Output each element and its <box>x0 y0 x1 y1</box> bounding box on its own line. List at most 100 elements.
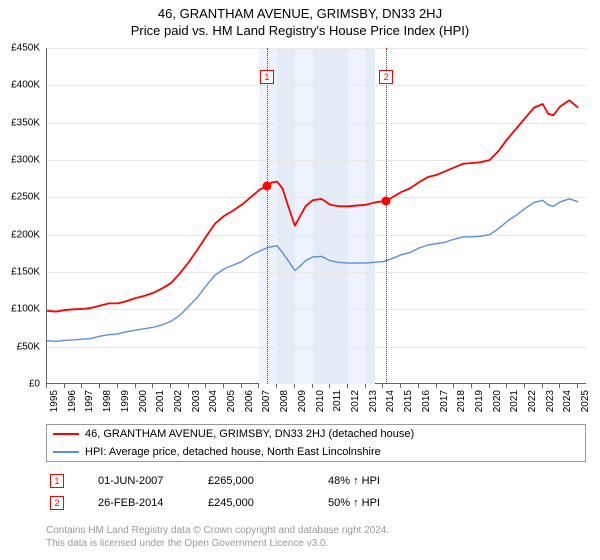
sale-delta: 50% ↑ HPI <box>328 497 448 509</box>
x-tick <box>135 384 136 388</box>
x-axis-label: 2000 <box>138 390 149 412</box>
x-axis-label: 2021 <box>509 390 520 412</box>
x-tick <box>365 384 366 388</box>
attribution-line2: This data is licensed under the Open Gov… <box>46 537 586 550</box>
series-line <box>47 100 578 311</box>
x-tick <box>506 384 507 388</box>
x-axis-label: 2003 <box>191 390 202 412</box>
sale-date: 01-JUN-2007 <box>68 475 208 487</box>
sale-point <box>382 197 391 206</box>
x-axis-label: 2020 <box>492 390 503 412</box>
x-axis-label: 2004 <box>208 390 219 412</box>
y-axis-label: £400K <box>11 80 40 91</box>
sale-price: £245,000 <box>208 497 328 509</box>
x-tick <box>276 384 277 388</box>
legend-item: 46, GRANTHAM AVENUE, GRIMSBY, DN33 2HJ (… <box>47 425 585 443</box>
y-axis-label: £100K <box>11 304 40 315</box>
sale-marker-box: 1 <box>260 70 274 84</box>
y-axis-label: £150K <box>11 267 40 278</box>
series-line <box>47 199 578 342</box>
attribution-line1: Contains HM Land Registry data © Crown c… <box>46 524 586 537</box>
x-tick <box>471 384 472 388</box>
sale-row: 1 01-JUN-2007£265,00048% ↑ HPI <box>46 470 586 492</box>
x-tick <box>294 384 295 388</box>
x-tick <box>347 384 348 388</box>
x-tick <box>188 384 189 388</box>
sale-point <box>262 182 271 191</box>
x-tick <box>453 384 454 388</box>
y-axis-label: £250K <box>11 192 40 203</box>
x-tick <box>205 384 206 388</box>
y-axis-label: £50K <box>17 341 40 352</box>
chart-area: 12 £0£50K£100K£150K£200K£250K£300K£350K£… <box>46 48 586 384</box>
sale-price: £265,000 <box>208 475 328 487</box>
x-tick <box>489 384 490 388</box>
x-tick <box>577 384 578 388</box>
x-axis-label: 2023 <box>545 390 556 412</box>
sale-row-marker: 2 <box>50 496 64 510</box>
y-axis-label: £350K <box>11 117 40 128</box>
x-tick <box>436 384 437 388</box>
x-tick <box>241 384 242 388</box>
x-tick <box>117 384 118 388</box>
y-axis-label: £200K <box>11 229 40 240</box>
line-series-svg <box>47 48 587 384</box>
legend-label: HPI: Average price, detached house, Nort… <box>85 446 381 458</box>
chart-subtitle: Price paid vs. HM Land Registry's House … <box>0 21 600 42</box>
x-axis-label: 1999 <box>120 390 131 412</box>
x-axis-label: 2008 <box>279 390 290 412</box>
plot-region: 12 <box>46 48 586 384</box>
sales-table: 1 01-JUN-2007£265,00048% ↑ HPI 2 26-FEB-201… <box>46 470 586 514</box>
y-axis-label: £0 <box>29 379 40 390</box>
x-tick <box>312 384 313 388</box>
x-axis-label: 2005 <box>226 390 237 412</box>
x-axis-label: 2016 <box>421 390 432 412</box>
attribution: Contains HM Land Registry data © Crown c… <box>46 524 586 550</box>
x-axis-label: 1998 <box>102 390 113 412</box>
x-axis-label: 2017 <box>439 390 450 412</box>
x-axis-label: 2018 <box>456 390 467 412</box>
legend-swatch <box>53 451 79 453</box>
x-axis-label: 2010 <box>315 390 326 412</box>
x-tick <box>559 384 560 388</box>
sale-marker-line <box>267 48 268 384</box>
x-axis-label: 2011 <box>332 390 343 412</box>
x-tick <box>46 384 47 388</box>
x-axis-label: 1997 <box>84 390 95 412</box>
x-axis-label: 2006 <box>244 390 255 412</box>
x-tick <box>223 384 224 388</box>
x-tick <box>64 384 65 388</box>
x-axis-label: 1995 <box>49 390 60 412</box>
y-axis-label: £300K <box>11 155 40 166</box>
sale-row-marker: 1 <box>50 474 64 488</box>
x-tick <box>418 384 419 388</box>
chart-title: 46, GRANTHAM AVENUE, GRIMSBY, DN33 2HJ <box>0 0 600 21</box>
x-axis-label: 2014 <box>385 390 396 412</box>
x-tick <box>382 384 383 388</box>
sale-marker-line <box>386 48 387 384</box>
x-axis-label: 2015 <box>403 390 414 412</box>
sale-row: 2 26-FEB-2014£245,00050% ↑ HPI <box>46 492 586 514</box>
sale-delta: 48% ↑ HPI <box>328 475 448 487</box>
y-axis-label: £450K <box>11 43 40 54</box>
x-axis-label: 2013 <box>368 390 379 412</box>
x-tick <box>524 384 525 388</box>
x-tick <box>329 384 330 388</box>
x-axis-label: 2009 <box>297 390 308 412</box>
x-tick <box>170 384 171 388</box>
sale-marker-box: 2 <box>379 70 393 84</box>
x-axis-label: 2012 <box>350 390 361 412</box>
x-axis-label: 2007 <box>261 390 272 412</box>
sale-date: 26-FEB-2014 <box>68 497 208 509</box>
x-tick <box>99 384 100 388</box>
x-tick <box>258 384 259 388</box>
x-tick <box>152 384 153 388</box>
x-axis-label: 1996 <box>67 390 78 412</box>
x-axis-label: 2019 <box>474 390 485 412</box>
x-tick <box>81 384 82 388</box>
x-axis-label: 2001 <box>155 390 166 412</box>
legend-swatch <box>53 433 79 435</box>
x-tick <box>400 384 401 388</box>
legend-label: 46, GRANTHAM AVENUE, GRIMSBY, DN33 2HJ (… <box>85 428 414 440</box>
legend: 46, GRANTHAM AVENUE, GRIMSBY, DN33 2HJ (… <box>46 424 586 462</box>
